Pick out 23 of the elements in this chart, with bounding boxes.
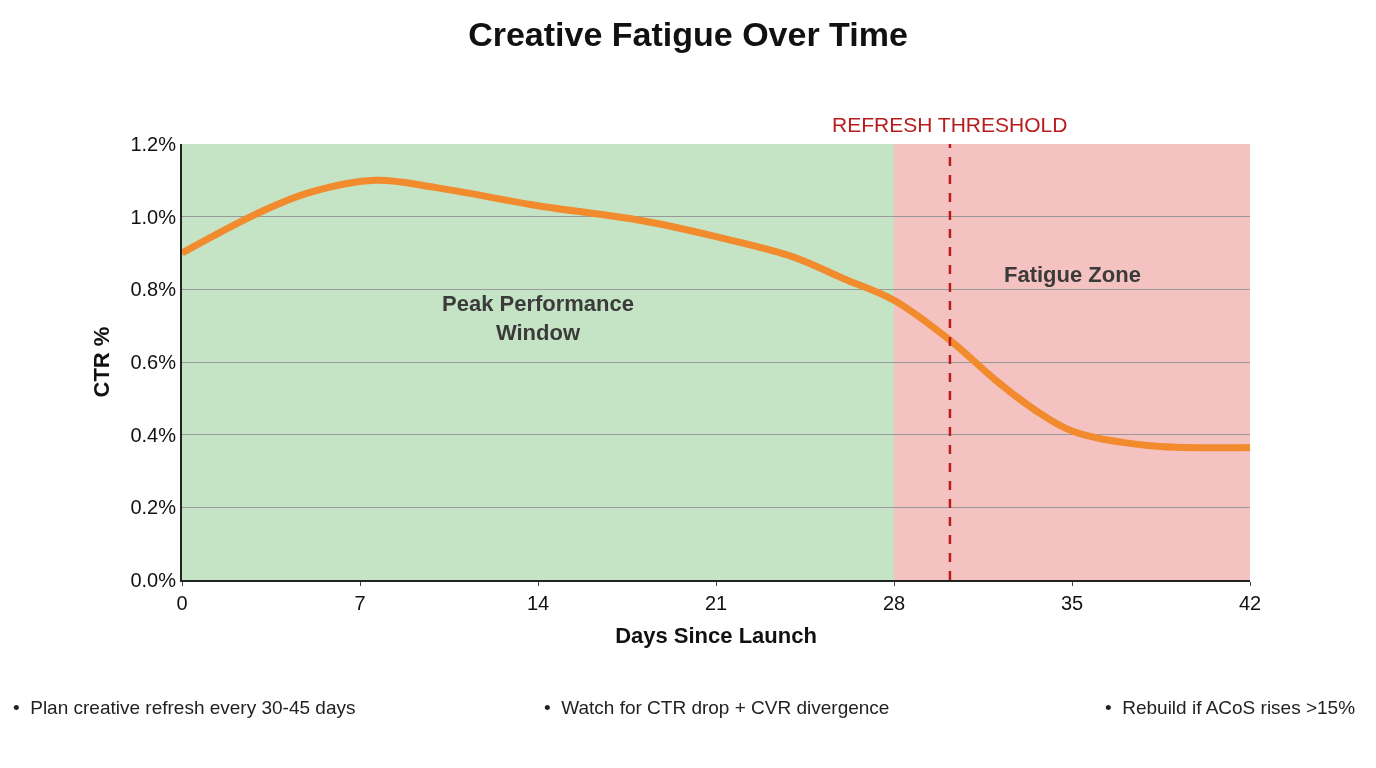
y-tick-label: 1.2% — [130, 133, 177, 155]
x-tick-label: 7 — [354, 592, 366, 614]
y-tick-label: 1.0% — [130, 205, 177, 228]
text: • Watch for CTR drop + CVR divergence — [544, 697, 890, 718]
text: • Plan creative refresh every 30-45 days — [13, 697, 356, 718]
x-tick-label: 21 — [704, 592, 728, 614]
y-tick-label: 0.4% — [130, 423, 177, 446]
ref-line-label: REFRESH THRESHOLD — [832, 113, 1068, 136]
text: • Rebuild if ACoS rises >15% — [1105, 697, 1356, 718]
y-tick-label: 0.8% — [130, 278, 177, 301]
y-tick-label: 0.2% — [130, 496, 177, 519]
x-tick-label: 14 — [526, 592, 550, 614]
y-tick-label: 0.6% — [130, 351, 177, 373]
x-axis-title: Days Since Launch — [615, 623, 817, 649]
x-tick-label: 28 — [882, 592, 906, 614]
y-axis-title: CTR % — [88, 326, 114, 398]
x-tick-label: 35 — [1060, 592, 1084, 614]
x-tick-label: 0 — [176, 592, 188, 614]
band-label: Fatigue Zone — [1004, 262, 1141, 287]
band-label: Peak Performance Window — [442, 291, 634, 345]
x-tick-label: 42 — [1238, 592, 1262, 614]
chart-title: Creative Fatigue Over Time — [468, 15, 908, 54]
y-tick-label: 0.0% — [130, 569, 177, 591]
